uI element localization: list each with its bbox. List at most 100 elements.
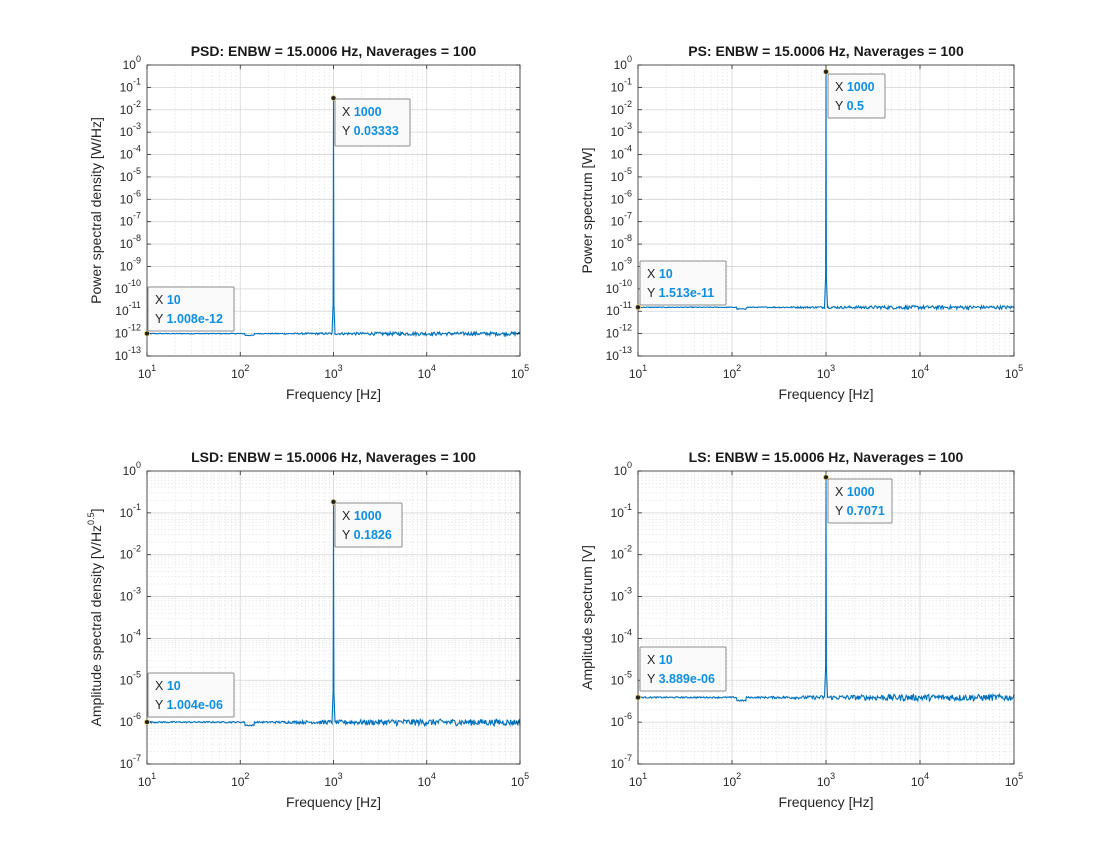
y-tick-label: 10-13 bbox=[606, 345, 632, 363]
y-tick-label: 10-11 bbox=[606, 300, 632, 318]
y-tick-label: 10-9 bbox=[611, 255, 632, 273]
chart-title: LS: ENBW = 15.0006 Hz, Naverages = 100 bbox=[689, 449, 964, 465]
datatip-box bbox=[334, 98, 411, 147]
y-tick-label: 100 bbox=[614, 460, 632, 478]
datatip-x: X 10 bbox=[155, 293, 181, 307]
datatip-low: X 10 Y 1.513e-11 bbox=[635, 260, 727, 311]
datatip-box bbox=[334, 502, 403, 548]
y-tick-label: 10-11 bbox=[115, 300, 141, 318]
x-tick-label: 103 bbox=[324, 363, 342, 381]
panel-3: 101 102 103 104 105 10-7 10-6 10-5 10-4 10-3 10-2 1… bbox=[86, 449, 529, 810]
datatip-y: Y 0.5 bbox=[835, 99, 864, 113]
y-tick-label: 10-6 bbox=[611, 711, 632, 729]
datatip-box bbox=[827, 478, 893, 524]
y-tick-label: 100 bbox=[123, 460, 141, 478]
datatip-y: Y 1.008e-12 bbox=[155, 312, 223, 326]
y-tick-label: 10-5 bbox=[120, 166, 141, 184]
datatip-marker bbox=[330, 499, 337, 505]
chart-title: PSD: ENBW = 15.0006 Hz, Naverages = 100 bbox=[191, 43, 477, 59]
y-tick-label: 10-8 bbox=[120, 233, 141, 251]
chart-title: LSD: ENBW = 15.0006 Hz, Naverages = 100 bbox=[191, 449, 476, 465]
y-axis-label: Amplitude spectral density [V/Hz0.5] bbox=[86, 509, 104, 727]
datatip-low: X 10 Y 1.004e-06 bbox=[144, 672, 235, 725]
datatip-y: Y 0.03333 bbox=[342, 124, 399, 138]
x-axis-label: Frequency [Hz] bbox=[779, 794, 874, 810]
y-tick-label: 10-1 bbox=[611, 76, 632, 94]
x-axis-label: Frequency [Hz] bbox=[779, 386, 874, 402]
x-tick-label: 101 bbox=[138, 363, 156, 381]
x-tick-label: 101 bbox=[629, 363, 647, 381]
y-tick-label: 10-7 bbox=[611, 753, 632, 771]
datatip-box bbox=[147, 286, 235, 332]
datatip-y: Y 0.1826 bbox=[342, 528, 392, 542]
y-tick-label: 10-4 bbox=[611, 144, 632, 162]
x-tick-label: 101 bbox=[138, 771, 156, 789]
y-tick-label: 10-7 bbox=[120, 753, 141, 771]
y-tick-label: 10-3 bbox=[611, 586, 632, 604]
datatip-peak: X 1000 Y 0.5 bbox=[823, 68, 886, 119]
datatip-marker bbox=[823, 474, 829, 481]
x-tick-label: 104 bbox=[418, 363, 436, 381]
x-tick-label: 105 bbox=[511, 363, 529, 381]
x-tick-label: 102 bbox=[231, 363, 249, 381]
datatip-y: Y 1.513e-11 bbox=[647, 286, 714, 300]
series-line bbox=[146, 501, 521, 728]
datatip-y: Y 0.7071 bbox=[835, 504, 885, 518]
datatip-x: X 10 bbox=[155, 679, 181, 693]
datatip-y: Y 3.889e-06 bbox=[647, 672, 715, 686]
datatip-peak: X 1000 Y 0.1826 bbox=[330, 499, 403, 548]
y-tick-label: 10-6 bbox=[120, 711, 141, 729]
x-tick-label: 103 bbox=[817, 771, 835, 789]
datatip-x: X 1000 bbox=[835, 485, 875, 499]
chart-title: PS: ENBW = 15.0006 Hz, Naverages = 100 bbox=[688, 43, 964, 59]
datatip-peak: X 1000 Y 0.03333 bbox=[330, 95, 411, 147]
y-tick-label: 10-10 bbox=[115, 278, 141, 296]
y-tick-label: 10-6 bbox=[120, 188, 141, 206]
y-axis-label: Power spectrum [W] bbox=[579, 147, 595, 273]
y-tick-label: 10-9 bbox=[120, 255, 141, 273]
y-tick-label: 10-2 bbox=[120, 99, 141, 117]
y-axis-label: Amplitude spectrum [V] bbox=[579, 545, 595, 690]
x-axis-label: Frequency [Hz] bbox=[286, 386, 381, 402]
datatip-x: X 10 bbox=[647, 653, 673, 667]
datatip-x: X 1000 bbox=[835, 80, 875, 94]
datatip-marker bbox=[144, 330, 150, 337]
x-tick-label: 105 bbox=[511, 771, 529, 789]
x-tick-label: 102 bbox=[723, 771, 741, 789]
y-tick-label: 10-2 bbox=[120, 544, 141, 562]
x-tick-label: 104 bbox=[418, 771, 436, 789]
datatip-y: Y 1.004e-06 bbox=[155, 698, 223, 712]
x-tick-label: 101 bbox=[629, 771, 647, 789]
datatip-marker bbox=[635, 304, 641, 311]
y-tick-label: 10-10 bbox=[606, 278, 632, 296]
x-tick-label: 102 bbox=[723, 363, 741, 381]
x-tick-label: 103 bbox=[817, 363, 835, 381]
y-tick-label: 10-5 bbox=[120, 669, 141, 687]
y-tick-label: 10-4 bbox=[611, 627, 632, 645]
y-tick-label: 100 bbox=[614, 54, 632, 72]
x-tick-label: 102 bbox=[231, 771, 249, 789]
series-line bbox=[637, 477, 1015, 703]
y-tick-label: 10-4 bbox=[120, 144, 141, 162]
y-tick-label: 10-1 bbox=[611, 502, 632, 520]
datatip-low: X 10 Y 3.889e-06 bbox=[635, 646, 727, 701]
y-tick-label: 10-3 bbox=[120, 586, 141, 604]
x-axis-label: Frequency [Hz] bbox=[286, 794, 381, 810]
y-tick-label: 10-6 bbox=[611, 188, 632, 206]
y-tick-label: 10-13 bbox=[115, 345, 141, 363]
y-tick-label: 10-2 bbox=[611, 99, 632, 117]
x-tick-label: 103 bbox=[324, 771, 342, 789]
x-tick-label: 104 bbox=[911, 363, 929, 381]
datatip-box bbox=[639, 260, 727, 306]
y-tick-label: 100 bbox=[123, 54, 141, 72]
y-tick-label: 10-1 bbox=[120, 502, 141, 520]
x-tick-label: 104 bbox=[911, 771, 929, 789]
datatip-marker bbox=[823, 68, 829, 75]
y-tick-label: 10-4 bbox=[120, 627, 141, 645]
datatip-box bbox=[639, 646, 727, 692]
y-tick-label: 10-12 bbox=[115, 323, 141, 341]
panel-1: 101 102 103 104 105 10-13 10-12 10-11 10-10 10-9 1… bbox=[88, 43, 529, 402]
y-axis-label: Power spectral density [W/Hz] bbox=[88, 117, 104, 304]
datatip-x: X 1000 bbox=[342, 509, 382, 523]
